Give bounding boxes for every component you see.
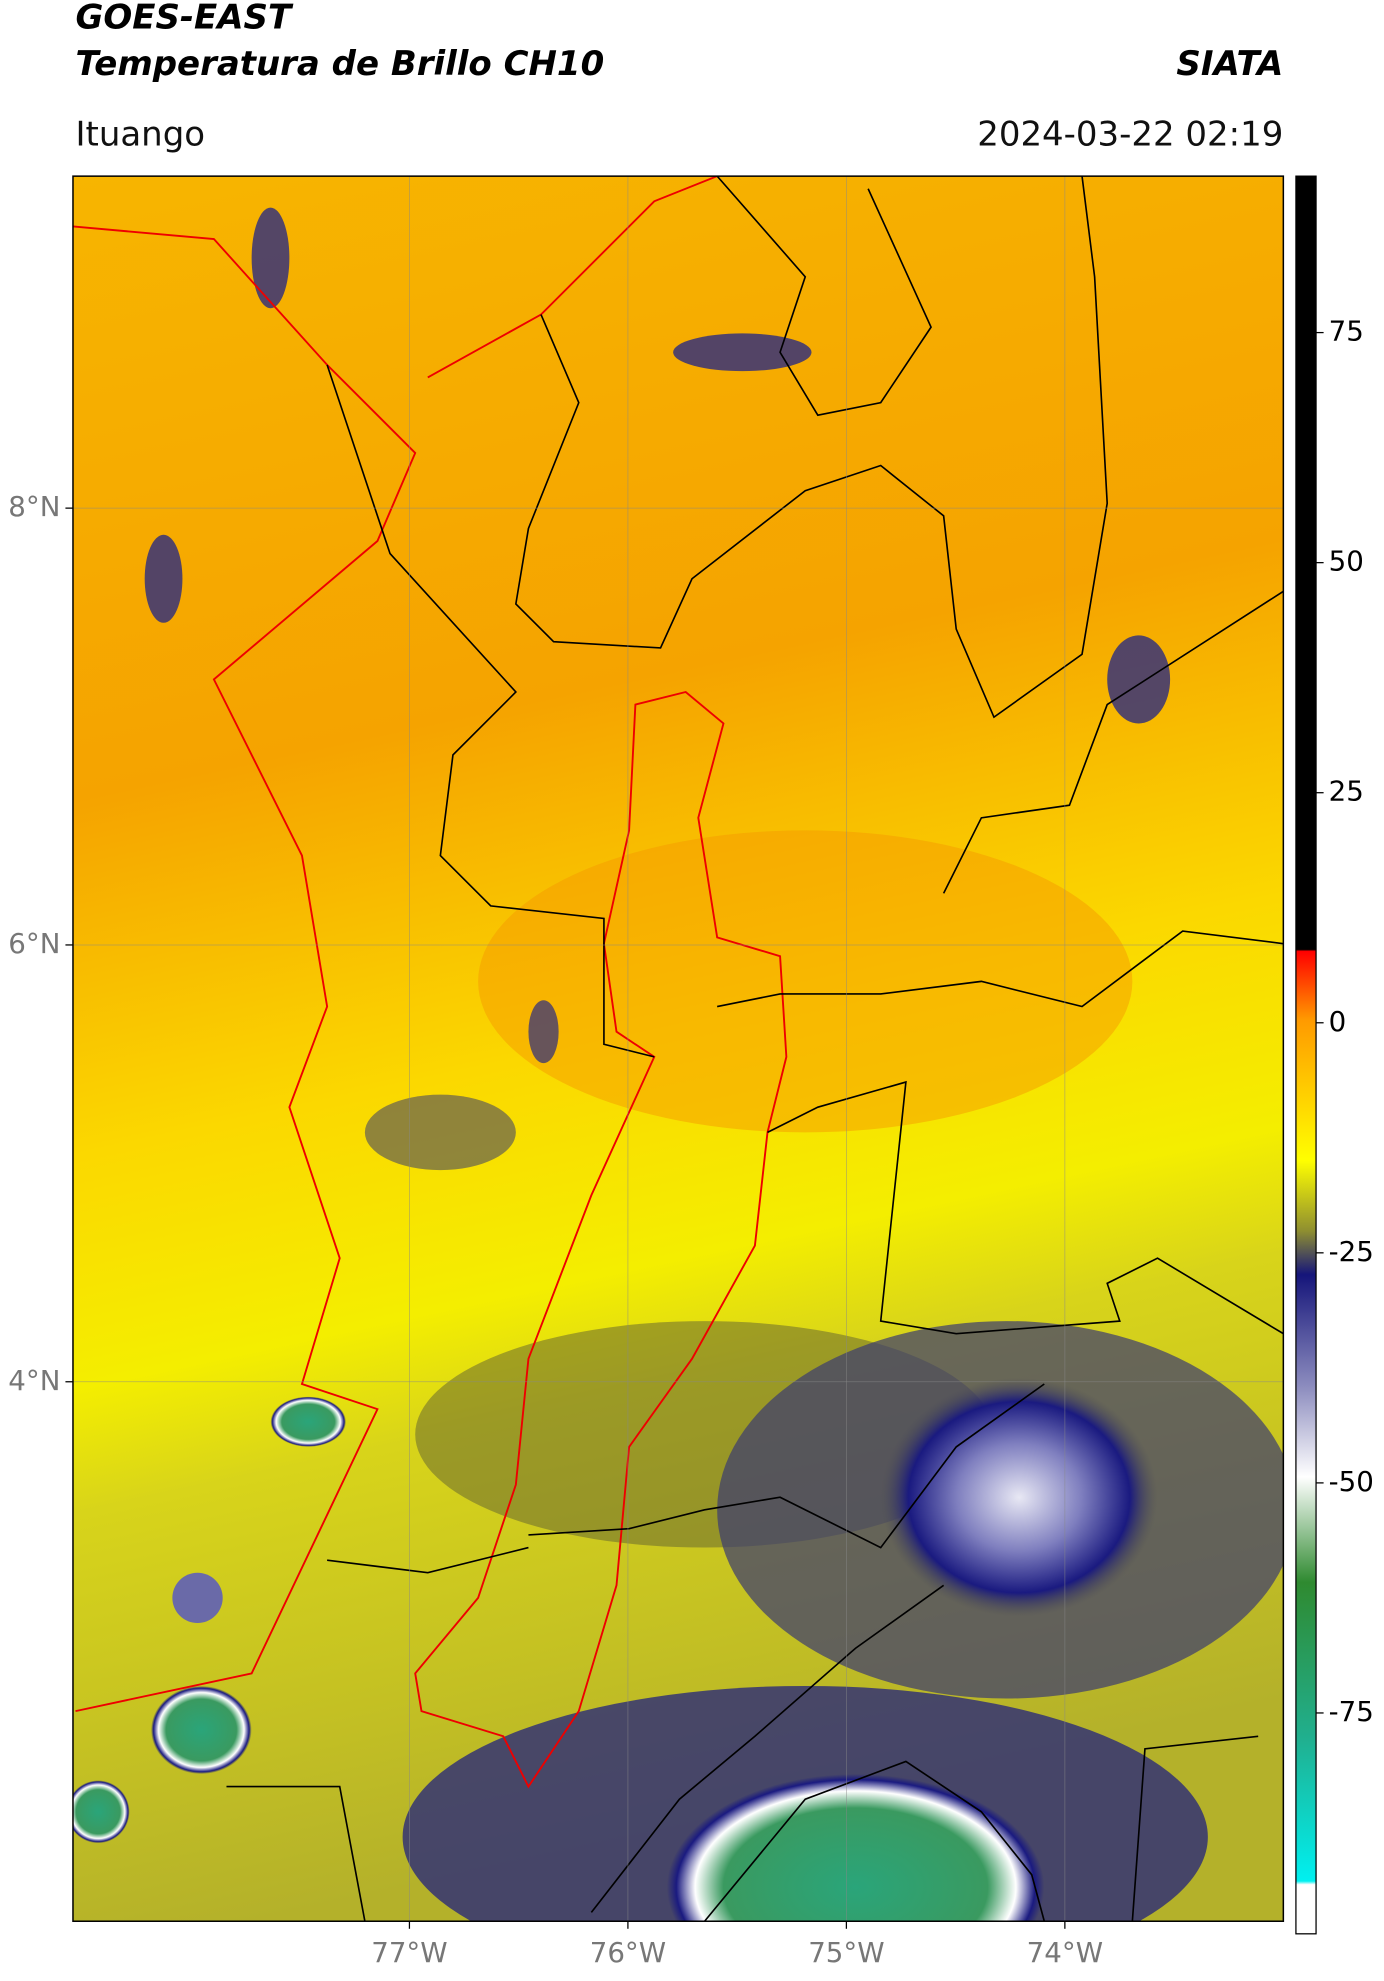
map-image (72, 176, 1284, 1922)
colorbar-tick-label: 0 (1329, 1005, 1347, 1038)
colorbar-tick-label: 50 (1329, 545, 1364, 578)
colorbar (1295, 175, 1317, 1935)
location: Ituango (75, 114, 205, 154)
x-tick-label: 74°W (1027, 1936, 1103, 1969)
colorbar-tick-label: 25 (1329, 775, 1364, 808)
x-tick-label: 76°W (590, 1936, 666, 1969)
y-tick-label: 4°N (8, 1364, 60, 1397)
colorbar-tick-label: -50 (1329, 1465, 1374, 1498)
datetime: 2024-03-22 02:19 (977, 114, 1283, 154)
title: GOES-EAST (75, 0, 293, 37)
subtitle: Temperatura de Brillo CH10 (75, 44, 604, 84)
y-tick-label: 6°N (8, 927, 60, 960)
x-tick-label: 75°W (808, 1936, 884, 1969)
map-frame (72, 175, 1285, 1922)
x-tick-label: 77°W (371, 1936, 447, 1969)
y-tick-label: 8°N (8, 490, 60, 523)
colorbar-tick-label: -25 (1329, 1235, 1374, 1268)
grid (72, 176, 1284, 1922)
colorbar-tick-label: -75 (1329, 1695, 1374, 1728)
source: SIATA (1176, 44, 1283, 84)
colorbar-tick-label: 75 (1329, 315, 1364, 348)
